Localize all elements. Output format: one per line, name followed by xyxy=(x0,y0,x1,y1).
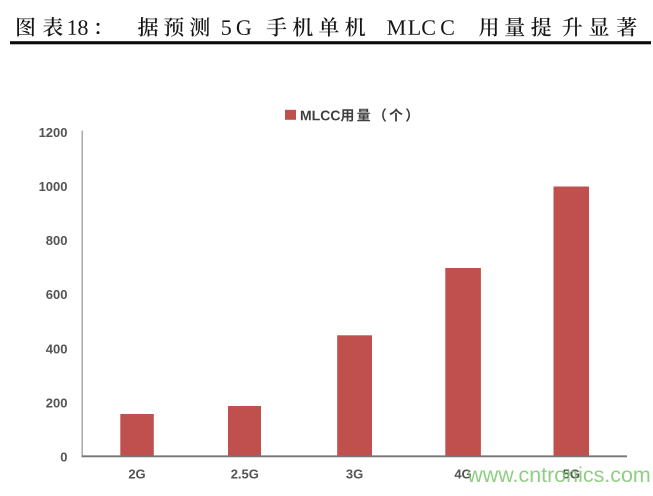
svg-text:200: 200 xyxy=(46,395,68,410)
svg-text:800: 800 xyxy=(46,233,68,248)
svg-text:2.5G: 2.5G xyxy=(231,467,259,482)
svg-text:www.cntronics.com: www.cntronics.com xyxy=(466,463,650,487)
svg-text:0: 0 xyxy=(60,450,67,465)
svg-text:5G: 5G xyxy=(563,467,580,482)
svg-text:600: 600 xyxy=(46,287,68,302)
svg-text:1000: 1000 xyxy=(39,179,68,194)
svg-text:400: 400 xyxy=(46,341,68,356)
svg-text:1200: 1200 xyxy=(39,125,68,140)
svg-text:2G: 2G xyxy=(128,467,145,482)
svg-text:4G: 4G xyxy=(454,467,471,482)
svg-text:3G: 3G xyxy=(346,467,363,482)
